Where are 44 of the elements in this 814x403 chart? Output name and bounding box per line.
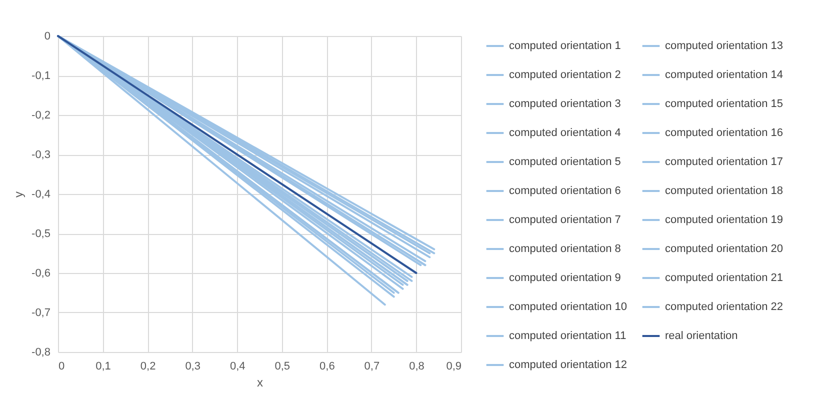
legend-label: computed orientation 4 bbox=[509, 127, 621, 139]
y-tick-label: -0,5 bbox=[32, 228, 50, 240]
legend-label: computed orientation 16 bbox=[665, 127, 784, 139]
x-tick-label: 0,9 bbox=[446, 360, 462, 372]
x-tick-label: 0,4 bbox=[230, 360, 246, 372]
x-tick-label: 0,2 bbox=[140, 360, 156, 372]
y-tick-label: -0,3 bbox=[32, 149, 50, 161]
y-tick-label: -0,8 bbox=[32, 346, 50, 358]
y-tick-label: -0,2 bbox=[32, 110, 50, 122]
legend-label: computed orientation 5 bbox=[509, 156, 621, 168]
legend-label: computed orientation 11 bbox=[509, 330, 626, 342]
x-tick-label: 0,7 bbox=[364, 360, 380, 372]
x-tick-label: 0,8 bbox=[409, 360, 424, 372]
x-tick-label: 0,3 bbox=[185, 360, 200, 372]
legend-label: computed orientation 8 bbox=[509, 243, 621, 255]
x-tick-label: 0,1 bbox=[96, 360, 111, 372]
legend-label: computed orientation 2 bbox=[509, 69, 621, 81]
legend-label: computed orientation 13 bbox=[665, 40, 784, 52]
y-tick-label: -0,7 bbox=[32, 307, 50, 319]
y-tick-label: 0 bbox=[44, 30, 50, 42]
x-tick-label: 0 bbox=[58, 360, 65, 372]
legend-label: computed orientation 1 bbox=[509, 40, 621, 52]
legend-label: computed orientation 22 bbox=[665, 301, 784, 313]
legend-label: real orientation bbox=[665, 330, 738, 342]
x-axis-title: x bbox=[257, 376, 263, 390]
y-axis-title: y bbox=[12, 192, 26, 198]
legend-label: computed orientation 10 bbox=[509, 301, 628, 313]
legend-label: computed orientation 19 bbox=[665, 214, 784, 226]
legend-label: computed orientation 9 bbox=[509, 272, 621, 284]
legend-label: computed orientation 14 bbox=[665, 69, 784, 81]
legend-label: computed orientation 6 bbox=[509, 185, 621, 197]
legend-label: computed orientation 7 bbox=[509, 214, 621, 226]
x-tick-label: 0,5 bbox=[274, 360, 290, 372]
legend-label: computed orientation 15 bbox=[665, 98, 784, 110]
legend-label: computed orientation 12 bbox=[509, 359, 628, 371]
legend-label: computed orientation 17 bbox=[665, 156, 784, 168]
y-tick-label: -0,1 bbox=[32, 70, 50, 82]
y-tick-label: -0,4 bbox=[32, 188, 50, 200]
x-tick-label: 0,6 bbox=[320, 360, 335, 372]
legend-label: computed orientation 18 bbox=[665, 185, 784, 197]
legend-label: computed orientation 3 bbox=[509, 98, 621, 110]
legend-label: computed orientation 21 bbox=[665, 272, 784, 284]
y-tick-label: -0,6 bbox=[32, 268, 50, 280]
legend-label: computed orientation 20 bbox=[665, 243, 784, 255]
